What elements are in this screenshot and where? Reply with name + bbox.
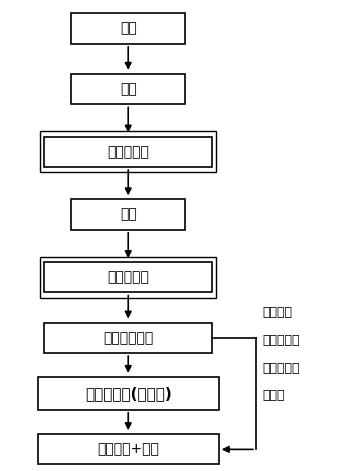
Text: 阻低、反向: 阻低、反向 [263,362,300,374]
Bar [44,262,212,292]
Text: 激光背面开槽: 激光背面开槽 [103,331,153,345]
Bar [40,257,216,298]
Text: 激光后清洗(无粉尘): 激光后清洗(无粉尘) [85,386,172,401]
Bar [38,377,219,410]
Text: 漏电大: 漏电大 [263,390,285,402]
Text: 尘，并联电: 尘，并联电 [263,333,300,347]
Bar [44,137,212,167]
Text: 背面有粉: 背面有粉 [263,306,293,319]
Text: 扩散: 扩散 [120,82,136,96]
Text: 背表面抛光: 背表面抛光 [107,145,149,159]
Bar [71,74,185,104]
Bar [71,14,185,44]
Text: 丝网印刷+烧结: 丝网印刷+烧结 [97,442,159,456]
Text: 清洗: 清洗 [120,208,136,221]
Bar [44,323,212,353]
Bar [40,131,216,172]
Text: 制绒: 制绒 [120,22,136,36]
Bar [71,199,185,230]
Text: 背面叠层膜: 背面叠层膜 [107,270,149,284]
Bar [38,434,219,464]
